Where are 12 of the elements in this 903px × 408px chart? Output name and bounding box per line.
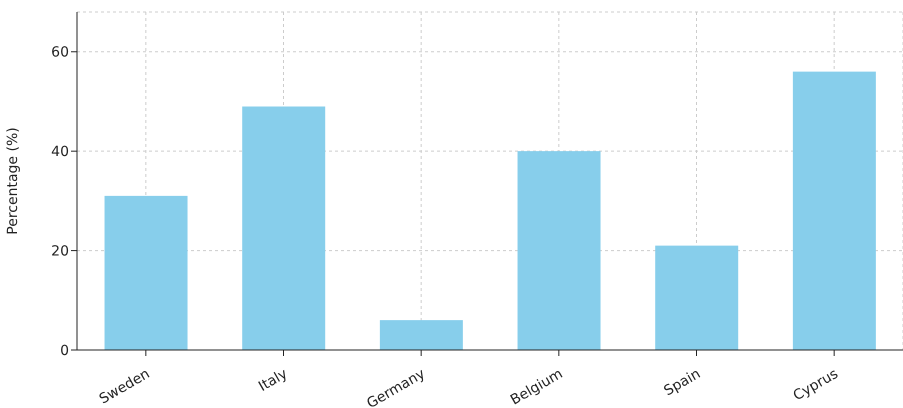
bar [380, 320, 463, 350]
y-tick-label: 20 [51, 244, 69, 260]
y-axis-title: Percentage (%) [4, 127, 21, 235]
bar [655, 246, 738, 350]
x-tick-label: Italy [256, 366, 290, 395]
bar [792, 72, 876, 350]
y-tick-label: 40 [51, 144, 69, 160]
bar [242, 106, 326, 350]
y-tick-label: 0 [60, 342, 69, 359]
bar [104, 196, 188, 350]
bar [518, 151, 601, 350]
y-tick-label: 60 [51, 44, 69, 61]
